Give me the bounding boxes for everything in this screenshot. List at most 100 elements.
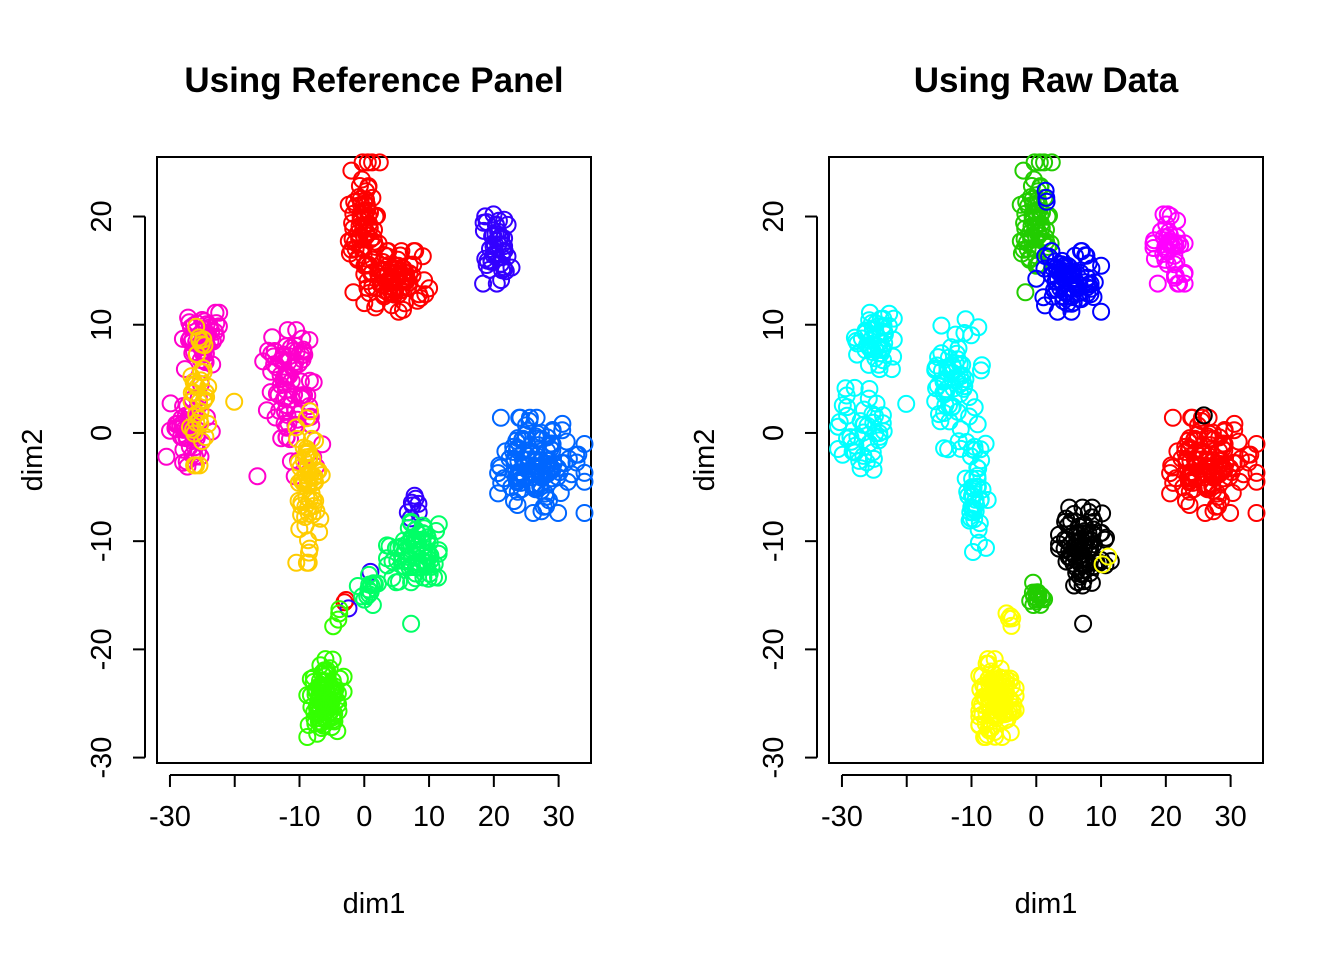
data-point [976, 728, 995, 746]
data-point [1247, 472, 1266, 491]
x-tick-label: -30 [149, 801, 191, 833]
data-point [1180, 496, 1199, 514]
data-point [350, 177, 369, 195]
x-tick-label: 20 [478, 801, 510, 833]
data-point [842, 432, 861, 451]
data-point [421, 546, 440, 565]
data-point [270, 401, 289, 420]
data-point [287, 553, 306, 572]
data-point [390, 572, 408, 591]
data-point [1158, 205, 1177, 224]
data-point [288, 429, 307, 448]
y-tick-label: -20 [758, 628, 790, 670]
data-point [575, 504, 594, 522]
y-tick-label: 10 [86, 309, 118, 341]
data-point [277, 428, 296, 447]
data-point [493, 261, 512, 280]
data-point [955, 324, 974, 342]
data-point [999, 609, 1018, 628]
data-point [277, 337, 296, 356]
data-point [1061, 547, 1080, 566]
data-point [1188, 425, 1207, 444]
data-point [932, 316, 951, 335]
y-axis-label: dim2 [17, 429, 49, 492]
data-point [307, 502, 326, 520]
x-tick-label: 10 [1085, 801, 1117, 833]
data-point [372, 260, 391, 279]
x-tick-label: -10 [279, 801, 321, 833]
data-point [575, 435, 594, 453]
data-point [365, 220, 383, 239]
data-point [544, 454, 563, 473]
y-tick-label: 10 [758, 309, 790, 341]
data-point [931, 412, 950, 431]
y-tick-label: -30 [86, 737, 118, 779]
y-axis: -30 -20 -10 0 10 20 [758, 200, 818, 779]
data-point [1081, 531, 1100, 549]
data-point [553, 414, 572, 433]
data-point [836, 379, 855, 398]
x-axis-label: dim1 [1015, 888, 1078, 920]
data-point [489, 235, 508, 254]
data-point [569, 445, 588, 464]
data-point [1025, 153, 1044, 172]
data-point [1175, 234, 1194, 253]
data-point [263, 328, 282, 347]
data-point [1061, 535, 1080, 554]
data-point [1074, 614, 1093, 633]
data-point [956, 310, 975, 329]
data-point [315, 667, 334, 686]
chart-panel-raw: Using Raw Data -30 -10 0 10 20 30 -30 -20 -10 0 1… [689, 61, 1266, 920]
data-point [943, 397, 962, 416]
data-point [857, 453, 876, 472]
data-point [257, 401, 276, 420]
data-point [949, 339, 968, 358]
data-point [342, 161, 361, 180]
data-point [838, 398, 856, 417]
data-point [1099, 547, 1118, 566]
data-point [1216, 454, 1235, 473]
y-tick-label: -30 [758, 737, 790, 779]
data-point [858, 416, 877, 435]
data-point [991, 668, 1010, 687]
data-point [972, 451, 991, 470]
data-point [1030, 153, 1049, 172]
data-point [963, 478, 981, 497]
x-tick-label: 0 [356, 801, 372, 833]
data-point [297, 444, 316, 463]
data-point [939, 440, 958, 459]
data-point [978, 650, 997, 669]
data-point [287, 342, 306, 361]
data-point [378, 556, 397, 575]
data-point [850, 451, 869, 470]
data-point [1083, 498, 1102, 517]
data-point [199, 414, 218, 433]
data-point [1011, 195, 1030, 214]
data-point [1154, 205, 1173, 224]
y-axis: -30 -20 -10 0 10 20 [86, 200, 146, 779]
data-point [1066, 272, 1085, 291]
x-tick-label: 0 [1028, 801, 1044, 833]
data-point [1002, 616, 1021, 635]
x-tick-label: 30 [542, 801, 574, 833]
data-point [379, 242, 398, 261]
data-point [283, 359, 302, 377]
data-point [367, 279, 386, 298]
data-point [968, 477, 987, 496]
data-point [1225, 421, 1244, 440]
data-point [1076, 246, 1095, 265]
data-point [965, 398, 984, 417]
data-point [299, 553, 318, 572]
data-point [505, 492, 523, 511]
data-point [1163, 458, 1182, 477]
data-point [399, 519, 418, 537]
data-point [1210, 428, 1229, 447]
data-point [1092, 256, 1111, 275]
data-point [406, 569, 425, 588]
y-tick-label: -10 [758, 520, 790, 562]
data-point [538, 428, 557, 447]
data-point [429, 544, 448, 563]
data-point [302, 429, 321, 448]
data-point [1092, 302, 1111, 321]
